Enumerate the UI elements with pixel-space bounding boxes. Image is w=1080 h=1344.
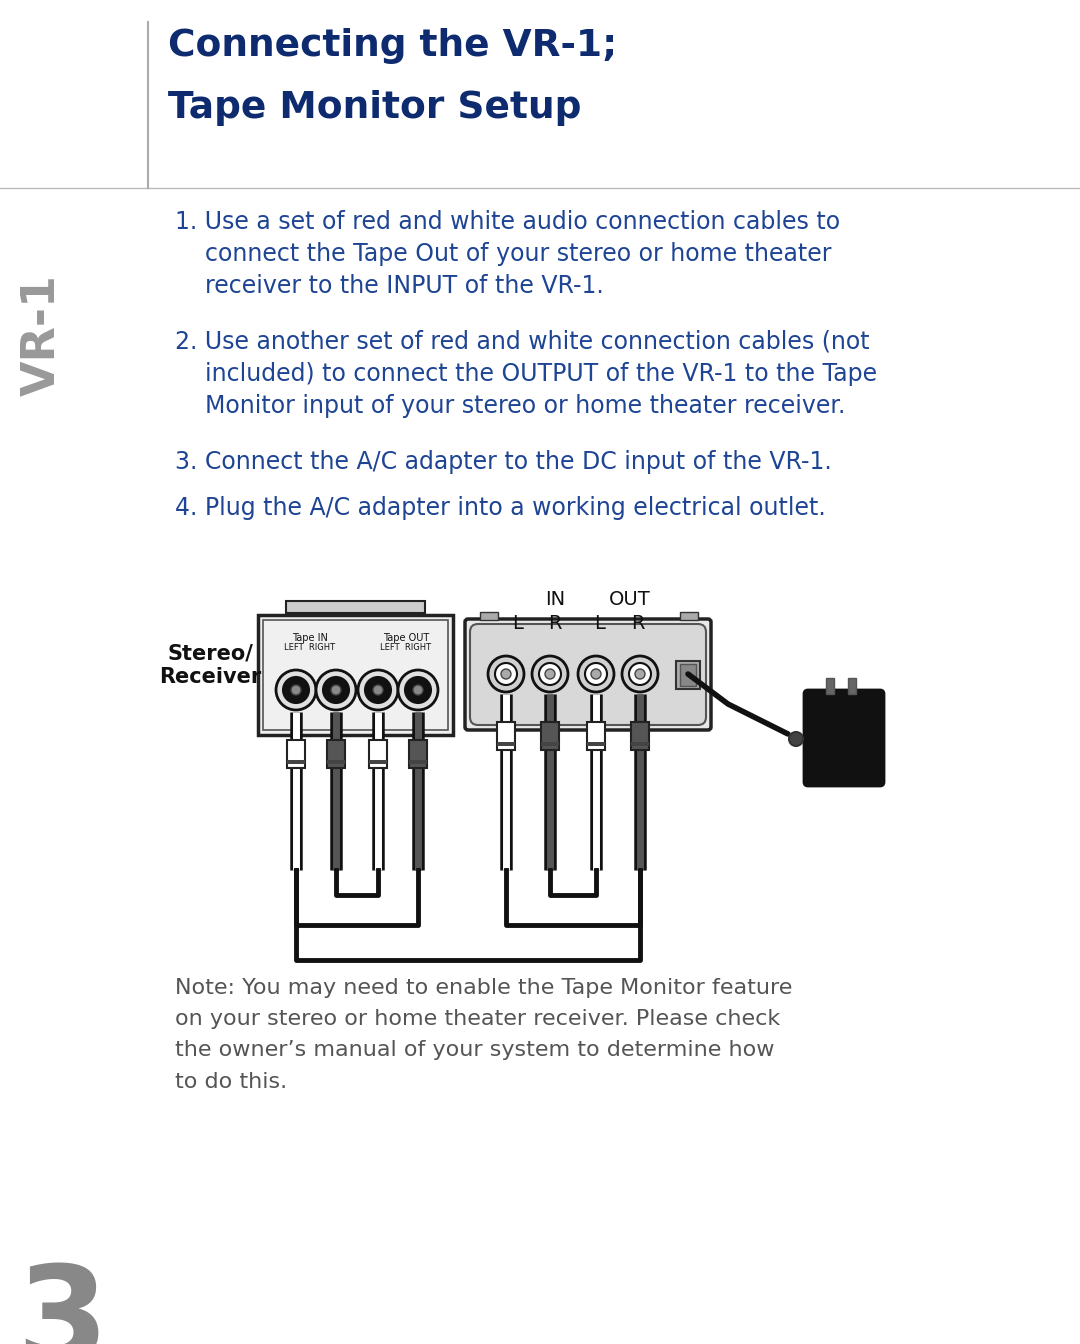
FancyBboxPatch shape <box>465 620 711 730</box>
Circle shape <box>365 677 391 703</box>
Circle shape <box>539 663 561 685</box>
Bar <box>497 742 515 746</box>
Circle shape <box>316 671 356 710</box>
Circle shape <box>276 671 316 710</box>
Text: Connecting the VR-1;: Connecting the VR-1; <box>168 28 618 65</box>
Circle shape <box>585 663 607 685</box>
Bar <box>676 661 700 689</box>
Circle shape <box>357 671 399 710</box>
Bar <box>848 677 856 694</box>
Bar <box>631 722 649 750</box>
Text: connect the Tape Out of your stereo or home theater: connect the Tape Out of your stereo or h… <box>175 242 832 266</box>
Bar <box>327 741 345 767</box>
Bar <box>369 759 387 763</box>
Text: 3: 3 <box>16 1261 108 1344</box>
Text: L: L <box>595 614 606 633</box>
Text: LEFT  RIGHT: LEFT RIGHT <box>380 642 432 652</box>
Text: Tape Monitor Setup: Tape Monitor Setup <box>168 90 581 126</box>
Bar <box>409 741 427 767</box>
Circle shape <box>629 663 651 685</box>
Bar <box>588 742 605 746</box>
Bar <box>497 722 515 750</box>
Bar <box>541 722 559 750</box>
Circle shape <box>323 677 349 703</box>
Text: L: L <box>513 614 524 633</box>
Bar <box>826 677 834 694</box>
Bar <box>287 759 305 763</box>
Circle shape <box>413 685 423 695</box>
Circle shape <box>373 685 383 695</box>
Bar <box>286 601 426 613</box>
Text: Tape OUT: Tape OUT <box>383 633 429 642</box>
Text: 2. Use another set of red and white connection cables (not: 2. Use another set of red and white conn… <box>175 331 869 353</box>
Text: Stereo/
Receiver: Stereo/ Receiver <box>159 644 261 687</box>
Text: IN: IN <box>545 590 565 609</box>
Text: 3. Connect the A/C adapter to the DC input of the VR-1.: 3. Connect the A/C adapter to the DC inp… <box>175 450 832 474</box>
Bar <box>588 722 605 750</box>
Circle shape <box>330 685 341 695</box>
Bar <box>680 612 698 620</box>
Text: 1. Use a set of red and white audio connection cables to: 1. Use a set of red and white audio conn… <box>175 210 840 234</box>
FancyBboxPatch shape <box>804 689 885 786</box>
Bar <box>258 616 453 735</box>
Text: Monitor input of your stereo or home theater receiver.: Monitor input of your stereo or home the… <box>175 394 846 418</box>
Bar <box>369 741 387 767</box>
Circle shape <box>291 685 301 695</box>
Text: Tape IN: Tape IN <box>292 633 328 642</box>
Bar <box>631 742 649 746</box>
Text: receiver to the INPUT of the VR-1.: receiver to the INPUT of the VR-1. <box>175 274 604 298</box>
Circle shape <box>635 669 645 679</box>
Circle shape <box>488 656 524 692</box>
Circle shape <box>591 669 600 679</box>
Circle shape <box>545 669 555 679</box>
Text: OUT: OUT <box>609 590 651 609</box>
Circle shape <box>501 669 511 679</box>
Text: VR-1: VR-1 <box>19 274 65 396</box>
FancyBboxPatch shape <box>470 624 706 724</box>
Bar <box>287 741 305 767</box>
Bar <box>680 664 696 685</box>
Bar <box>480 612 498 620</box>
Circle shape <box>622 656 658 692</box>
Circle shape <box>495 663 517 685</box>
Circle shape <box>399 671 438 710</box>
Circle shape <box>578 656 615 692</box>
Bar <box>327 759 345 763</box>
Bar <box>541 742 559 746</box>
Text: LEFT  RIGHT: LEFT RIGHT <box>284 642 336 652</box>
Text: included) to connect the OUTPUT of the VR-1 to the Tape: included) to connect the OUTPUT of the V… <box>175 362 877 386</box>
Circle shape <box>789 732 804 746</box>
Text: 4. Plug the A/C adapter into a working electrical outlet.: 4. Plug the A/C adapter into a working e… <box>175 496 826 520</box>
Bar <box>409 759 427 763</box>
Circle shape <box>532 656 568 692</box>
Circle shape <box>283 677 309 703</box>
Text: R: R <box>549 614 562 633</box>
Bar <box>264 620 448 730</box>
Circle shape <box>405 677 431 703</box>
Text: R: R <box>631 614 645 633</box>
Text: Note: You may need to enable the Tape Monitor feature
on your stereo or home the: Note: You may need to enable the Tape Mo… <box>175 978 793 1091</box>
